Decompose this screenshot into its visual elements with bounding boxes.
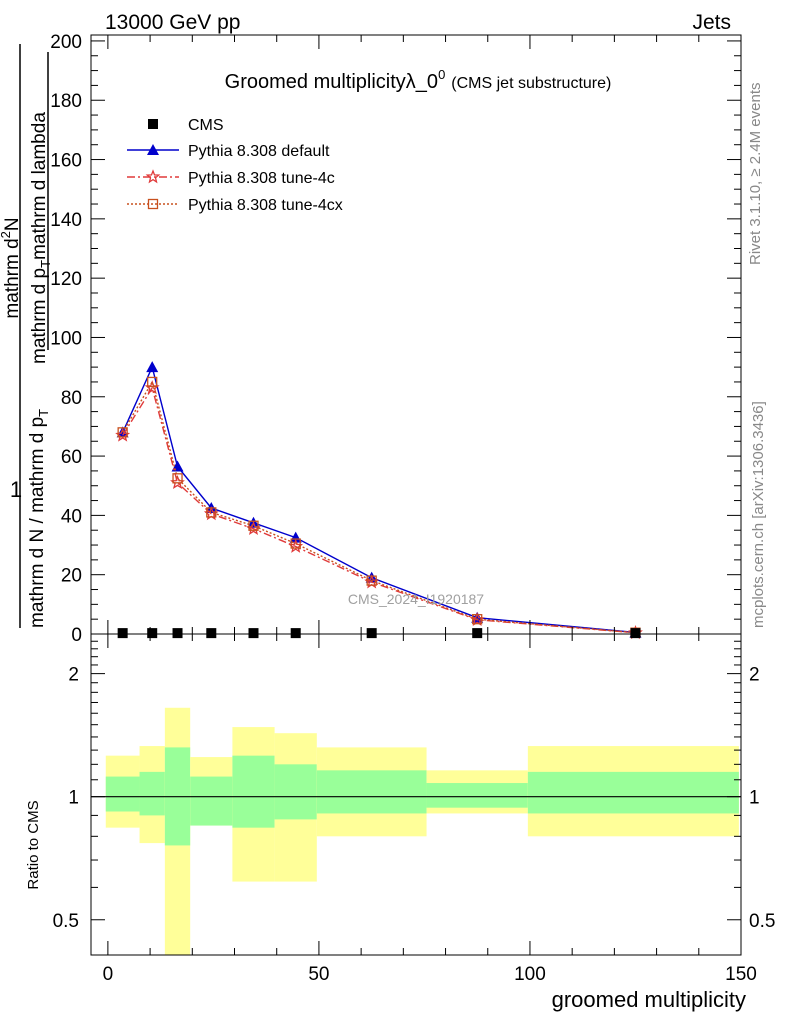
data-point <box>206 507 217 518</box>
series-line <box>122 386 636 634</box>
main-plot-axes: 0 20 40 60 80 100 120 140 160 180 200 <box>50 32 742 646</box>
ratio-band-inner <box>190 776 233 826</box>
main-plot-series <box>115 361 643 640</box>
ylabel-denominator: mathrm d pTmathrm d lambda <box>29 112 53 364</box>
ratio-y-tick-label-right: 1 <box>749 788 760 809</box>
data-point <box>147 144 159 155</box>
plot-title-suffix: (CMS jet substructure) <box>451 75 611 92</box>
data-point <box>117 427 128 438</box>
ratio-band-inner <box>274 764 317 820</box>
data-point <box>147 198 159 210</box>
x-axis-title: groomed multiplicity <box>552 987 746 1012</box>
ratio-bands <box>91 707 741 955</box>
data-point <box>472 628 483 639</box>
data-point <box>366 628 377 639</box>
data-point <box>289 531 302 543</box>
ratio-y-tick-label: 2 <box>68 665 79 686</box>
ratio-band-inner <box>139 771 165 816</box>
data-point <box>290 628 301 639</box>
data-point <box>172 628 183 639</box>
data-point <box>172 473 183 484</box>
y-tick-label: 200 <box>50 32 82 53</box>
data-point <box>630 628 641 639</box>
data-point <box>248 520 259 531</box>
data-point <box>148 119 158 129</box>
ratio-y-tick-label: 0.5 <box>53 911 79 932</box>
analysis-watermark: CMS_2024_I1920187 <box>348 591 484 607</box>
ratio-y-axis-title: Ratio to CMS <box>25 800 42 889</box>
data-point <box>147 376 158 388</box>
y-tick-label: 80 <box>61 388 82 409</box>
plot-title: Groomed multiplicityλ_00 (CMS jet substru… <box>225 67 612 93</box>
y-tick-label: 160 <box>50 151 82 172</box>
y-tick-label: 140 <box>50 210 82 231</box>
ratio-band-inner <box>232 755 275 828</box>
data-point <box>366 575 377 586</box>
category-label: Jets <box>692 11 731 34</box>
mcplots-label: mcplots.cern.ch [arXiv:1306.3436] <box>750 401 767 628</box>
ratio-y-tick-label: 1 <box>68 788 79 809</box>
legend-label: Pythia 8.308 default <box>188 143 330 160</box>
ratio-plot-frame <box>90 633 742 956</box>
y-tick-label: 0 <box>71 625 82 646</box>
data-point <box>248 628 259 639</box>
ratio-y-tick-label-right: 0.5 <box>749 911 775 932</box>
ratio-band-inner <box>316 770 427 814</box>
main-y-axis-title: 1 mathrm d N / mathrm d pT mathrm d2N ma… <box>0 44 53 628</box>
data-point <box>147 628 158 639</box>
collision-label: 13000 GeV pp <box>105 11 240 34</box>
ylabel-numerator: mathrm d2N <box>0 217 23 318</box>
plot-title-text: Groomed multiplicityλ_0 <box>225 71 438 93</box>
x-tick-label: 150 <box>725 964 757 985</box>
legend-label: Pythia 8.308 tune-4cx <box>188 197 343 214</box>
y-tick-label: 100 <box>50 328 82 349</box>
x-tick-label: 50 <box>308 964 329 985</box>
ratio-band-inner <box>426 783 528 808</box>
plot-title-superscript: 0 <box>438 67 445 82</box>
data-point <box>206 628 217 639</box>
y-tick-label: 180 <box>50 91 82 112</box>
ratio-plot-axes: 0.5 0.5 1 1 2 2 0 50 100 150 <box>53 633 775 985</box>
x-tick-label: 0 <box>103 964 114 985</box>
y-tick-label: 60 <box>61 447 82 468</box>
data-point <box>472 614 483 625</box>
data-point <box>146 361 159 373</box>
ratio-y-tick-label-right: 2 <box>749 665 760 686</box>
data-point <box>145 169 161 184</box>
y-tick-label: 40 <box>61 506 82 527</box>
y-tick-label: 20 <box>61 566 82 587</box>
ylabel-prefix-denominator: mathrm d N / mathrm d pT <box>27 409 51 628</box>
legend-label: CMS <box>188 117 224 134</box>
x-tick-label: 100 <box>514 964 546 985</box>
data-point <box>290 538 301 549</box>
ylabel-prefix-numerator: 1 <box>10 477 22 502</box>
data-point <box>117 628 128 639</box>
ratio-band-inner <box>527 771 739 814</box>
rivet-label: Rivet 3.1.10, ≥ 2.4M events <box>747 83 764 266</box>
ratio-band-inner <box>105 776 140 812</box>
y-tick-label: 120 <box>50 269 82 290</box>
legend-label: Pythia 8.308 tune-4c <box>188 170 335 187</box>
legend: CMS Pythia 8.308 default Pythia 8.308 tune… <box>127 117 343 214</box>
